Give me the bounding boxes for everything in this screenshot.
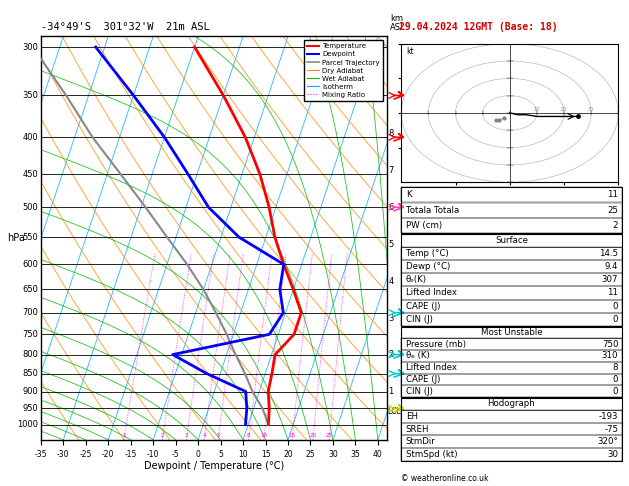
Text: EH: EH: [406, 412, 418, 421]
Text: 550: 550: [23, 233, 38, 242]
Text: K: K: [406, 191, 411, 199]
Text: 800: 800: [22, 350, 38, 359]
Text: θₑ(K): θₑ(K): [406, 276, 426, 284]
Text: 5: 5: [389, 240, 394, 249]
Text: 20: 20: [561, 107, 567, 112]
Text: 8: 8: [389, 129, 394, 138]
Text: 950: 950: [23, 404, 38, 413]
Text: 750: 750: [22, 330, 38, 339]
Text: SREH: SREH: [406, 425, 429, 434]
Text: 500: 500: [23, 203, 38, 212]
Text: 9.4: 9.4: [605, 262, 618, 271]
Text: 6: 6: [389, 203, 394, 212]
Text: PW (cm): PW (cm): [406, 221, 442, 230]
Text: CIN (J): CIN (J): [406, 314, 433, 324]
Text: 15: 15: [289, 433, 296, 438]
Text: LCL: LCL: [387, 407, 401, 416]
Text: 750: 750: [602, 340, 618, 349]
Text: 11: 11: [608, 191, 618, 199]
Text: hPa: hPa: [7, 233, 25, 243]
Text: 4: 4: [389, 277, 394, 286]
Text: -75: -75: [604, 425, 618, 434]
Text: Hodograph: Hodograph: [487, 399, 535, 408]
Text: Lifted Index: Lifted Index: [406, 289, 457, 297]
Text: km
ASL: km ASL: [390, 14, 406, 32]
Text: 1: 1: [389, 387, 394, 396]
Text: 0: 0: [613, 314, 618, 324]
Text: kt: kt: [407, 47, 415, 56]
Text: 4: 4: [202, 433, 206, 438]
Text: 8: 8: [247, 433, 250, 438]
Text: Surface: Surface: [495, 236, 528, 245]
Text: Totala Totala: Totala Totala: [406, 206, 459, 215]
Text: CIN (J): CIN (J): [406, 387, 433, 396]
Text: 30: 30: [608, 450, 618, 459]
Text: 0: 0: [613, 375, 618, 384]
Text: 600: 600: [22, 260, 38, 269]
Text: © weatheronline.co.uk: © weatheronline.co.uk: [401, 474, 488, 483]
Text: 650: 650: [22, 285, 38, 294]
Text: 0: 0: [613, 301, 618, 311]
Text: 1000: 1000: [17, 420, 38, 429]
Text: -193: -193: [599, 412, 618, 421]
Text: 11: 11: [608, 289, 618, 297]
Text: 400: 400: [23, 133, 38, 142]
Text: 20: 20: [309, 433, 316, 438]
Text: Lifted Index: Lifted Index: [406, 363, 457, 372]
Text: 8: 8: [613, 363, 618, 372]
Text: 310: 310: [602, 351, 618, 361]
Text: 900: 900: [23, 387, 38, 396]
Text: StmSpd (kt): StmSpd (kt): [406, 450, 457, 459]
Text: 25: 25: [608, 206, 618, 215]
Text: 7: 7: [389, 166, 394, 175]
Text: 3: 3: [389, 313, 394, 323]
Text: 320°: 320°: [598, 437, 618, 446]
Text: -34°49'S  301°32'W  21m ASL: -34°49'S 301°32'W 21m ASL: [41, 21, 209, 32]
Text: Temp (°C): Temp (°C): [406, 249, 448, 259]
Text: 450: 450: [23, 170, 38, 179]
Text: 30: 30: [588, 107, 594, 112]
Text: 850: 850: [22, 369, 38, 378]
Text: 25: 25: [326, 433, 333, 438]
Text: 1: 1: [122, 433, 126, 438]
Text: 3: 3: [184, 433, 188, 438]
Text: StmDir: StmDir: [406, 437, 435, 446]
Text: 2: 2: [389, 350, 394, 359]
Text: 350: 350: [22, 91, 38, 100]
Legend: Temperature, Dewpoint, Parcel Trajectory, Dry Adiabat, Wet Adiabat, Isotherm, Mi: Temperature, Dewpoint, Parcel Trajectory…: [304, 40, 383, 102]
Text: 307: 307: [602, 276, 618, 284]
Text: Most Unstable: Most Unstable: [481, 328, 542, 337]
Text: 2: 2: [613, 221, 618, 230]
Text: 300: 300: [22, 43, 38, 52]
Text: Dewp (°C): Dewp (°C): [406, 262, 450, 271]
Text: CAPE (J): CAPE (J): [406, 375, 440, 384]
Text: 10: 10: [260, 433, 267, 438]
Text: 14.5: 14.5: [599, 249, 618, 259]
Text: 10: 10: [534, 107, 540, 112]
Text: Pressure (mb): Pressure (mb): [406, 340, 465, 349]
Text: 0: 0: [613, 387, 618, 396]
Text: 700: 700: [22, 308, 38, 317]
Text: 29.04.2024 12GMT (Base: 18): 29.04.2024 12GMT (Base: 18): [399, 21, 558, 32]
X-axis label: Dewpoint / Temperature (°C): Dewpoint / Temperature (°C): [144, 461, 284, 471]
Text: 2: 2: [160, 433, 164, 438]
Text: 5: 5: [216, 433, 220, 438]
Text: θₑ (K): θₑ (K): [406, 351, 430, 361]
Text: CAPE (J): CAPE (J): [406, 301, 440, 311]
